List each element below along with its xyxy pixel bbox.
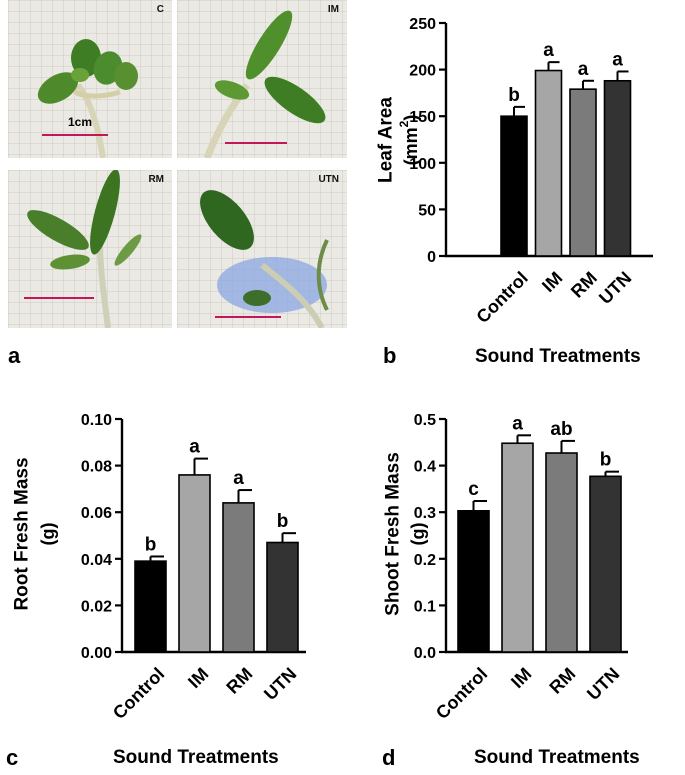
x-tick-label-c: Control <box>109 664 168 723</box>
scale-bar <box>215 316 281 318</box>
y-tick-label-d: 0.3 <box>414 505 436 522</box>
photo-im: IM <box>177 0 347 158</box>
y-tick-label-c: 0.02 <box>81 598 112 615</box>
significance-letter-b: a <box>543 40 554 61</box>
x-tick-label-c: IM <box>184 664 212 692</box>
bar-c-utn <box>266 541 299 653</box>
y-axis-unit-b: (mm2) <box>397 115 421 166</box>
x-tick-label-d: IM <box>507 664 535 692</box>
bar-c-im <box>178 474 211 653</box>
panel-letter-d: d <box>382 745 396 770</box>
scale-bar <box>24 297 94 299</box>
y-tick-label-c: 0.10 <box>81 412 112 429</box>
y-tick-label-d: 0.0 <box>414 645 436 662</box>
panel-letter-a: a <box>8 343 21 368</box>
y-tick-label-d: 0.2 <box>414 552 436 569</box>
bar-c-control <box>134 560 167 653</box>
x-tick-label-b: UTN <box>595 268 635 308</box>
x-tick-label-d: RM <box>545 664 579 698</box>
significance-letter-d: b <box>600 450 612 471</box>
photo-control-image <box>8 0 172 158</box>
bar-d-control <box>457 510 490 653</box>
significance-letter-d: ab <box>550 419 572 440</box>
y-tick-label-c: 0.06 <box>81 505 112 522</box>
y-tick-label-d: 0.4 <box>414 459 436 476</box>
bar-b-rm <box>569 88 597 257</box>
significance-letter-c: b <box>277 511 289 532</box>
scale-bar <box>42 134 108 136</box>
y-tick-label-c: 0.08 <box>81 459 112 476</box>
y-tick-label-c: 0.00 <box>81 645 112 662</box>
y-tick-label-b: 200 <box>409 63 436 80</box>
y-axis-unit-c: (g) <box>38 523 58 546</box>
panel-letter-b: b <box>383 343 397 368</box>
photo-utn-image <box>177 170 347 328</box>
y-axis-title-b: Leaf Area <box>376 97 397 183</box>
x-axis-title-b: Sound Treatments <box>475 346 641 367</box>
significance-letter-b: a <box>612 49 623 70</box>
x-axis-title-d: Sound Treatments <box>474 747 640 768</box>
significance-letter-d: a <box>512 413 523 434</box>
scale-bar-label: 1cm <box>68 115 93 129</box>
x-tick-label-b: IM <box>538 268 566 296</box>
y-tick-label-b: 250 <box>409 16 436 33</box>
y-axis-title-d: Shoot Fresh Mass <box>383 452 404 616</box>
bar-b-control <box>500 115 528 257</box>
bar-d-utn <box>589 475 622 653</box>
photo-label-c: C <box>156 4 164 15</box>
significance-letter-c: a <box>233 468 244 489</box>
y-axis-unit-d: (g) <box>408 523 428 546</box>
x-tick-label-b: RM <box>567 268 601 302</box>
bar-d-rm <box>545 452 578 653</box>
photo-label-utn: UTN <box>318 174 339 185</box>
scale-bar <box>225 142 287 144</box>
x-tick-label-b: Control <box>472 268 531 327</box>
photo-label-rm: RM <box>148 174 164 185</box>
y-tick-label-c: 0.04 <box>81 552 112 569</box>
x-tick-label-c: UTN <box>260 664 300 704</box>
photo-im-image <box>177 0 347 158</box>
x-tick-label-d: UTN <box>583 664 623 704</box>
significance-letter-b: a <box>578 59 589 80</box>
photo-utn: UTN <box>177 170 347 328</box>
x-tick-label-d: Control <box>432 664 491 723</box>
y-tick-label-b: 150 <box>409 109 436 126</box>
x-tick-label-c: RM <box>222 664 256 698</box>
significance-letter-d: c <box>468 479 479 500</box>
x-axis-title-c: Sound Treatments <box>113 747 279 768</box>
panel-letter-c: c <box>6 745 19 770</box>
bar-c-rm <box>222 502 255 653</box>
significance-letter-b: b <box>508 85 520 106</box>
y-tick-label-d: 0.1 <box>414 598 436 615</box>
photo-label-im: IM <box>327 4 339 15</box>
significance-letter-c: b <box>145 534 157 555</box>
y-tick-label-b: 100 <box>409 156 436 173</box>
y-tick-label-b: 0 <box>427 249 436 266</box>
photo-rm-image <box>8 170 172 328</box>
significance-letter-c: a <box>189 437 200 458</box>
bar-d-im <box>501 442 534 653</box>
bar-b-utn <box>603 79 632 257</box>
photo-rm: RM <box>8 170 172 328</box>
y-tick-label-d: 0.5 <box>414 412 436 429</box>
photo-control: C 1cm <box>8 0 172 158</box>
y-tick-label-b: 50 <box>418 202 436 219</box>
y-axis-title-c: Root Fresh Mass <box>12 457 33 610</box>
bar-b-im <box>534 69 563 257</box>
